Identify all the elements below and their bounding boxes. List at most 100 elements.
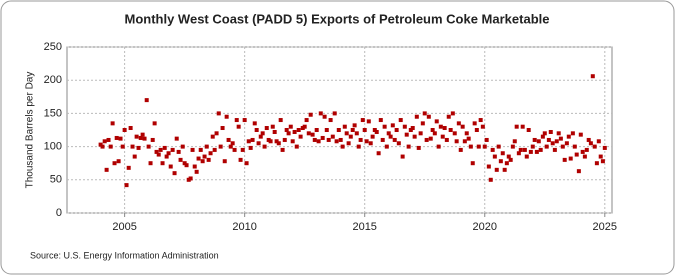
data-point	[426, 114, 431, 119]
y-tick-label: 0	[56, 207, 62, 219]
data-point	[466, 136, 471, 141]
data-point	[462, 139, 467, 144]
data-point	[220, 126, 225, 131]
data-point	[338, 137, 343, 142]
data-point	[240, 147, 245, 152]
data-point	[244, 161, 249, 166]
data-point	[128, 126, 133, 131]
data-point	[526, 128, 531, 132]
y-axis-label: Thousand Barrels per Day	[25, 72, 36, 189]
data-point	[556, 131, 561, 136]
data-point	[196, 156, 201, 161]
data-point	[394, 128, 399, 132]
data-point	[208, 151, 213, 156]
data-point	[358, 137, 363, 142]
data-point	[536, 139, 541, 144]
data-point	[264, 126, 269, 131]
data-point	[280, 147, 285, 152]
data-point	[232, 147, 237, 152]
data-point	[592, 144, 597, 149]
data-point	[430, 128, 435, 132]
data-point	[342, 124, 347, 129]
y-tick-label: 100	[44, 141, 62, 153]
data-point	[470, 161, 475, 166]
data-point	[474, 128, 479, 132]
data-point	[304, 118, 309, 123]
data-point	[270, 124, 275, 129]
data-point	[282, 137, 287, 142]
data-point	[574, 152, 579, 157]
data-point	[428, 136, 433, 141]
data-point	[286, 131, 291, 136]
data-point	[562, 157, 567, 162]
data-point	[598, 154, 603, 159]
data-point	[602, 145, 607, 150]
data-point	[584, 147, 589, 152]
data-point	[386, 131, 391, 136]
data-point	[496, 144, 501, 149]
data-point	[150, 137, 155, 142]
data-point	[424, 137, 429, 142]
data-point	[160, 161, 165, 166]
data-point	[100, 144, 105, 149]
data-point	[354, 131, 359, 136]
data-point	[502, 167, 507, 172]
data-point	[140, 132, 145, 137]
data-point	[382, 124, 387, 129]
data-point	[148, 161, 153, 166]
data-point	[278, 118, 283, 123]
data-point	[406, 144, 411, 149]
data-point	[136, 145, 141, 150]
data-point	[568, 156, 573, 161]
data-point	[290, 139, 295, 144]
data-point	[154, 149, 159, 154]
data-point	[378, 118, 383, 123]
data-point	[106, 137, 111, 142]
data-point	[190, 147, 195, 152]
data-point	[524, 154, 529, 159]
data-point	[170, 147, 175, 152]
data-point	[552, 147, 557, 152]
data-point	[432, 131, 437, 136]
data-point	[166, 151, 171, 156]
data-point	[570, 131, 575, 136]
data-point	[478, 118, 483, 123]
data-point	[542, 131, 547, 136]
data-point	[576, 169, 581, 174]
data-point	[162, 145, 167, 150]
data-point	[296, 128, 301, 132]
data-point	[590, 74, 595, 79]
data-point	[410, 126, 415, 131]
data-point	[276, 141, 281, 146]
data-point	[164, 154, 169, 159]
data-point	[210, 134, 215, 139]
data-point	[192, 164, 197, 169]
data-point	[514, 124, 519, 129]
data-point	[122, 128, 127, 132]
data-point	[446, 114, 451, 119]
data-point	[398, 118, 403, 123]
data-point	[348, 134, 353, 139]
data-point	[214, 131, 219, 136]
data-point	[422, 111, 427, 116]
data-point	[512, 139, 517, 144]
data-point	[324, 128, 329, 132]
data-point	[272, 129, 277, 134]
data-point	[444, 137, 449, 142]
data-point	[384, 144, 389, 149]
data-point	[468, 144, 473, 149]
data-point	[292, 129, 297, 134]
data-point	[250, 137, 255, 142]
data-point	[224, 114, 229, 119]
data-point	[126, 165, 131, 170]
data-point	[486, 164, 491, 169]
x-tick-label: 2020	[473, 221, 497, 233]
data-point	[534, 149, 539, 154]
data-point	[316, 139, 321, 144]
data-point	[588, 141, 593, 146]
data-point	[314, 128, 319, 132]
data-point	[228, 144, 233, 149]
data-point	[132, 154, 137, 159]
data-point	[374, 129, 379, 134]
data-point	[480, 124, 485, 129]
